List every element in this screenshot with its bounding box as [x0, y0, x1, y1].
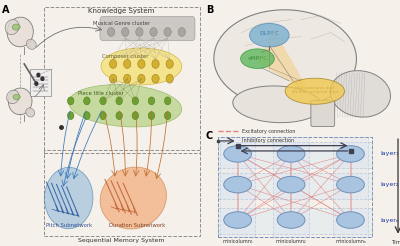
- Text: layer₂: layer₂: [380, 182, 398, 187]
- Circle shape: [41, 77, 44, 80]
- Text: layer₁: layer₁: [380, 151, 398, 156]
- Ellipse shape: [7, 17, 33, 47]
- Circle shape: [124, 60, 131, 68]
- Circle shape: [224, 176, 252, 193]
- Bar: [218, 208, 372, 234]
- Bar: [220, 137, 256, 237]
- Circle shape: [277, 146, 305, 162]
- Circle shape: [110, 60, 117, 68]
- Text: Piece title cluster: Piece title cluster: [78, 91, 124, 96]
- Bar: [218, 173, 372, 199]
- Circle shape: [166, 60, 173, 68]
- Ellipse shape: [7, 90, 19, 104]
- Text: Knowledge System: Knowledge System: [88, 8, 154, 14]
- Ellipse shape: [13, 94, 20, 100]
- FancyBboxPatch shape: [100, 16, 195, 41]
- Ellipse shape: [285, 78, 344, 104]
- Circle shape: [166, 74, 173, 83]
- Circle shape: [35, 82, 38, 85]
- Polygon shape: [258, 29, 311, 94]
- Ellipse shape: [5, 19, 19, 35]
- Circle shape: [152, 74, 159, 83]
- Ellipse shape: [214, 10, 356, 108]
- Ellipse shape: [12, 24, 20, 30]
- Circle shape: [277, 212, 305, 228]
- Circle shape: [136, 28, 143, 36]
- Circle shape: [178, 28, 186, 36]
- Ellipse shape: [241, 49, 274, 68]
- Circle shape: [277, 176, 305, 193]
- Circle shape: [164, 97, 171, 105]
- Ellipse shape: [250, 23, 289, 47]
- Text: vMPFC: vMPFC: [248, 56, 267, 61]
- Ellipse shape: [44, 167, 93, 229]
- Circle shape: [108, 28, 115, 36]
- Circle shape: [224, 212, 252, 228]
- Circle shape: [84, 112, 90, 120]
- Circle shape: [337, 146, 364, 162]
- Text: Pitch Subnetwork: Pitch Subnetwork: [46, 223, 92, 228]
- Circle shape: [152, 60, 159, 68]
- Text: C: C: [206, 131, 213, 141]
- Circle shape: [37, 73, 40, 77]
- Ellipse shape: [8, 88, 32, 115]
- Circle shape: [132, 97, 138, 105]
- Circle shape: [150, 28, 157, 36]
- FancyBboxPatch shape: [311, 100, 335, 126]
- Ellipse shape: [26, 39, 36, 49]
- Circle shape: [138, 60, 145, 68]
- Ellipse shape: [330, 71, 390, 117]
- Text: A: A: [2, 5, 10, 15]
- Circle shape: [148, 97, 155, 105]
- Circle shape: [337, 212, 364, 228]
- Circle shape: [122, 28, 129, 36]
- Circle shape: [124, 74, 131, 83]
- Circle shape: [100, 112, 106, 120]
- Text: Time: Time: [391, 240, 400, 245]
- Ellipse shape: [26, 108, 35, 117]
- Text: Hippocampus and
Medial temporal lobe: Hippocampus and Medial temporal lobe: [292, 86, 338, 94]
- Circle shape: [100, 97, 106, 105]
- Text: minicolumn₁: minicolumn₁: [222, 239, 253, 244]
- Ellipse shape: [101, 48, 182, 85]
- Text: Duration Subnetwork: Duration Subnetwork: [109, 223, 166, 228]
- Bar: [218, 137, 372, 237]
- Circle shape: [116, 97, 122, 105]
- Bar: [333, 137, 368, 237]
- Circle shape: [110, 74, 117, 83]
- Text: minicolumn₂: minicolumn₂: [276, 239, 306, 244]
- Circle shape: [132, 112, 138, 120]
- Circle shape: [138, 74, 145, 83]
- Bar: [44, 7, 200, 153]
- Text: Excitatory connection: Excitatory connection: [242, 129, 295, 134]
- FancyBboxPatch shape: [30, 69, 50, 96]
- Circle shape: [84, 97, 90, 105]
- Ellipse shape: [69, 85, 182, 127]
- Circle shape: [337, 176, 364, 193]
- Circle shape: [224, 146, 252, 162]
- Text: layerₙ: layerₙ: [380, 217, 399, 223]
- Text: Inhibitory connection: Inhibitory connection: [242, 138, 294, 143]
- Circle shape: [164, 112, 171, 120]
- Ellipse shape: [100, 167, 166, 229]
- Bar: [218, 142, 372, 168]
- Text: DLPFC: DLPFC: [260, 31, 279, 36]
- Ellipse shape: [233, 86, 322, 123]
- Circle shape: [164, 28, 171, 36]
- Bar: [273, 137, 309, 237]
- Text: Composer cluster: Composer cluster: [102, 54, 148, 59]
- Circle shape: [148, 112, 155, 120]
- Text: Musical Genre cluster: Musical Genre cluster: [93, 21, 150, 26]
- Bar: [44, 150, 200, 236]
- Circle shape: [116, 112, 122, 120]
- Text: Sequential Memory System: Sequential Memory System: [78, 238, 164, 243]
- Circle shape: [68, 97, 74, 105]
- Circle shape: [68, 112, 74, 120]
- Text: B: B: [206, 5, 213, 15]
- Text: minicolumnₙ: minicolumnₙ: [335, 239, 366, 244]
